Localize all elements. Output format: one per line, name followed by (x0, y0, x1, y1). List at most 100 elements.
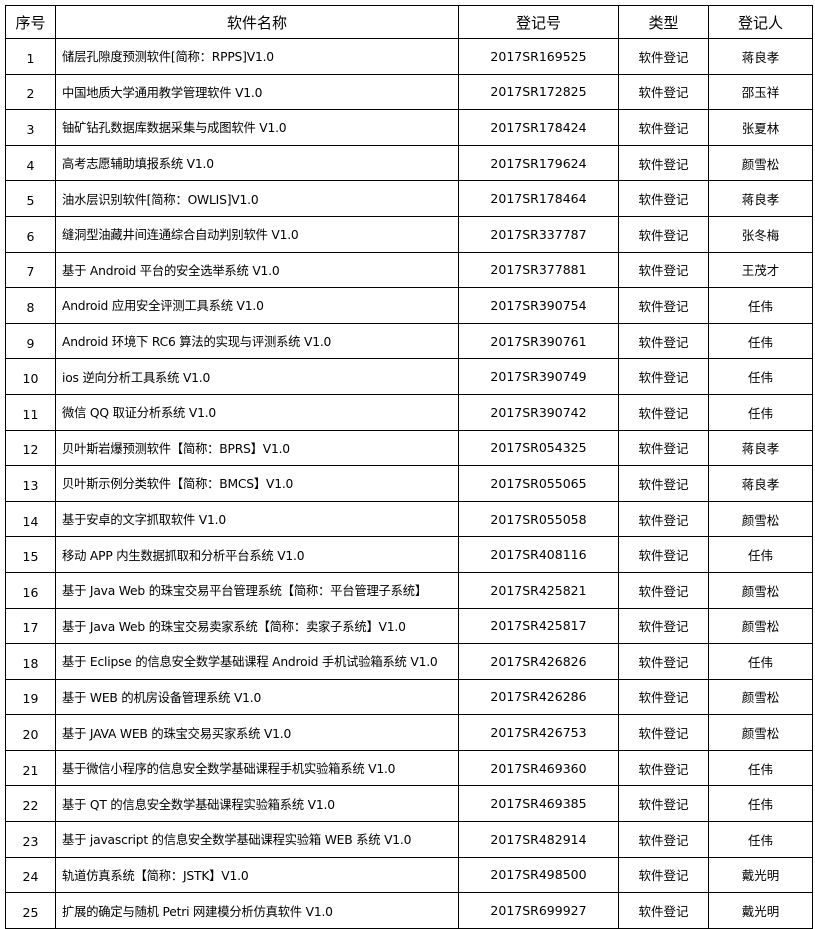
software-name: 基于 WEB 的机房设备管理系统 V1.0 (55, 678, 459, 716)
header-cell: 类型 (618, 5, 709, 39)
registration-number: 2017SR055058 (458, 500, 619, 538)
registration-number: 2017SR337787 (458, 215, 619, 253)
software-name: 基于 Eclipse 的信息安全数学基础课程 Android 手机试验箱系统 V… (55, 643, 459, 680)
registration-number: 2017SR425817 (458, 607, 619, 645)
table-row: 14 基于安卓的文字抓取软件 V1.0 2017SR055058 软件登记 颜雪松 (5, 500, 813, 538)
registration-number: 2017SR469360 (458, 749, 619, 787)
registration-number: 2017SR390749 (458, 358, 619, 395)
row-number: 14 (5, 500, 56, 538)
row-number: 18 (5, 643, 56, 680)
registrant: 戴光明 (708, 856, 813, 894)
software-name: ios 逆向分析工具系统 V1.0 (55, 358, 459, 395)
registrant: 蒋良孝 (708, 180, 813, 217)
software-name: 基于 QT 的信息安全数学基础课程实验箱系统 V1.0 (55, 785, 459, 823)
registrant: 张冬梅 (708, 215, 813, 253)
registrant: 任伟 (708, 821, 813, 858)
software-name: 基于微信小程序的信息安全数学基础课程手机实验箱系统 V1.0 (55, 749, 459, 787)
header-cell: 登记人 (708, 5, 813, 39)
registrant: 任伟 (708, 287, 813, 324)
software-name: 贝叶斯岩爆预测软件【简称：BPRS】V1.0 (55, 429, 459, 467)
software-name: 基于安卓的文字抓取软件 V1.0 (55, 500, 459, 538)
type: 软件登记 (618, 714, 709, 751)
type: 软件登记 (618, 109, 709, 146)
row-number: 5 (5, 180, 56, 217)
registrant: 张夏林 (708, 109, 813, 146)
registrant: 任伟 (708, 643, 813, 680)
type: 软件登记 (618, 571, 709, 609)
row-number: 11 (5, 393, 56, 431)
table-row: 12 贝叶斯岩爆预测软件【简称：BPRS】V1.0 2017SR054325 软件登记… (5, 429, 813, 467)
type: 软件登记 (618, 607, 709, 645)
registration-number: 2017SR482914 (458, 821, 619, 858)
software-name: 轨道仿真系统【简称：JSTK】V1.0 (55, 856, 459, 894)
registrant: 蒋良孝 (708, 429, 813, 467)
registrant: 蒋良孝 (708, 38, 813, 75)
type: 软件登记 (618, 215, 709, 253)
registrant: 颜雪松 (708, 607, 813, 645)
registration-number: 2017SR390742 (458, 393, 619, 431)
row-number: 22 (5, 785, 56, 823)
registrant: 戴光明 (708, 892, 813, 929)
table-row: 15 移动 APP 内生数据抓取和分析平台系统 V1.0 2017SR408116 软… (5, 536, 813, 573)
type: 软件登记 (618, 38, 709, 75)
row-number: 1 (5, 38, 56, 75)
type: 软件登记 (618, 892, 709, 929)
software-name: 中国地质大学通用教学管理软件 V1.0 (55, 73, 459, 111)
table-row: 1 储层孔隙度预测软件[简称：RPPS]V1.0 2017SR169525 软件登记蒋… (5, 38, 813, 75)
registrant: 任伟 (708, 358, 813, 395)
software-name: Android 环境下 RC6 算法的实现与评测系统 V1.0 (55, 322, 459, 360)
software-name: 油水层识别软件[简称：OWLIS]V1.0 (55, 180, 459, 217)
registrant: 王茂才 (708, 251, 813, 289)
table-row: 25 扩展的确定与随机 Petri 网建模分析仿真软件 V1.0 2017SR699… (5, 892, 813, 929)
registrant: 任伟 (708, 536, 813, 573)
software-name: 基于 JAVA WEB 的珠宝交易买家系统 V1.0 (55, 714, 459, 751)
type: 软件登记 (618, 358, 709, 395)
row-number: 21 (5, 749, 56, 787)
row-number: 7 (5, 251, 56, 289)
registrant: 任伟 (708, 785, 813, 823)
registration-number: 2017SR055065 (458, 465, 619, 502)
software-name: 缝洞型油藏井间连通综合自动判别软件 V1.0 (55, 215, 459, 253)
type: 软件登记 (618, 500, 709, 538)
type: 软件登记 (618, 251, 709, 289)
registration-number: 2017SR408116 (458, 536, 619, 573)
registrant: 任伟 (708, 322, 813, 360)
table-row: 2 中国地质大学通用教学管理软件 V1.0 2017SR172825 软件登记 邵玉祥 (5, 73, 813, 111)
table-row: 22 基于 QT 的信息安全数学基础课程实验箱系统 V1.0 2017SR46938… (5, 785, 813, 823)
type: 软件登记 (618, 287, 709, 324)
registration-number: 2017SR179624 (458, 144, 619, 182)
row-number: 24 (5, 856, 56, 894)
table-row: 24 轨道仿真系统【简称：JSTK】V1.0 2017SR498500 软件登记 戴光明 (5, 856, 813, 894)
table-row: 19 基于 WEB 的机房设备管理系统 V1.0 2017SR426286 软件登记颜… (5, 678, 813, 716)
registration-number: 2017SR178464 (458, 180, 619, 217)
table-row: 7 基于 Android 平台的安全选举系统 V1.0 2017SR377881 软件… (5, 251, 813, 289)
type: 软件登记 (618, 144, 709, 182)
registrant: 任伟 (708, 393, 813, 431)
type: 软件登记 (618, 643, 709, 680)
software-name: 扩展的确定与随机 Petri 网建模分析仿真软件 V1.0 (55, 892, 459, 929)
software-name: 储层孔隙度预测软件[简称：RPPS]V1.0 (55, 38, 459, 75)
table-row: 23 基于 javascript 的信息安全数学基础课程实验箱 WEB 系统 V1… (5, 821, 813, 858)
software-name: 微信 QQ 取证分析系统 V1.0 (55, 393, 459, 431)
page: 序号 软件名称 登记号 类型 登记人 1 储层孔隙度预测软件[简称：RPPS]V1.0 20… (5, 5, 813, 929)
type: 软件登记 (618, 678, 709, 716)
registration-number: 2017SR054325 (458, 429, 619, 467)
registrant: 邵玉祥 (708, 73, 813, 111)
type: 软件登记 (618, 785, 709, 823)
type: 软件登记 (618, 73, 709, 111)
type: 软件登记 (618, 393, 709, 431)
type: 软件登记 (618, 180, 709, 217)
type: 软件登记 (618, 821, 709, 858)
row-number: 25 (5, 892, 56, 929)
registrant: 蒋良孝 (708, 465, 813, 502)
registrant: 颜雪松 (708, 678, 813, 716)
registration-number: 2017SR169525 (458, 38, 619, 75)
registration-table: 序号 软件名称 登记号 类型 登记人 1 储层孔隙度预测软件[简称：RPPS]V1.0 20… (5, 5, 813, 929)
row-number: 9 (5, 322, 56, 360)
software-name: 铀矿钻孔数据库数据采集与成图软件 V1.0 (55, 109, 459, 146)
header-cell: 登记号 (458, 5, 619, 39)
registration-number: 2017SR498500 (458, 856, 619, 894)
registrant: 任伟 (708, 749, 813, 787)
registration-number: 2017SR390761 (458, 322, 619, 360)
software-name: 基于 javascript 的信息安全数学基础课程实验箱 WEB 系统 V1.0 (55, 821, 459, 858)
